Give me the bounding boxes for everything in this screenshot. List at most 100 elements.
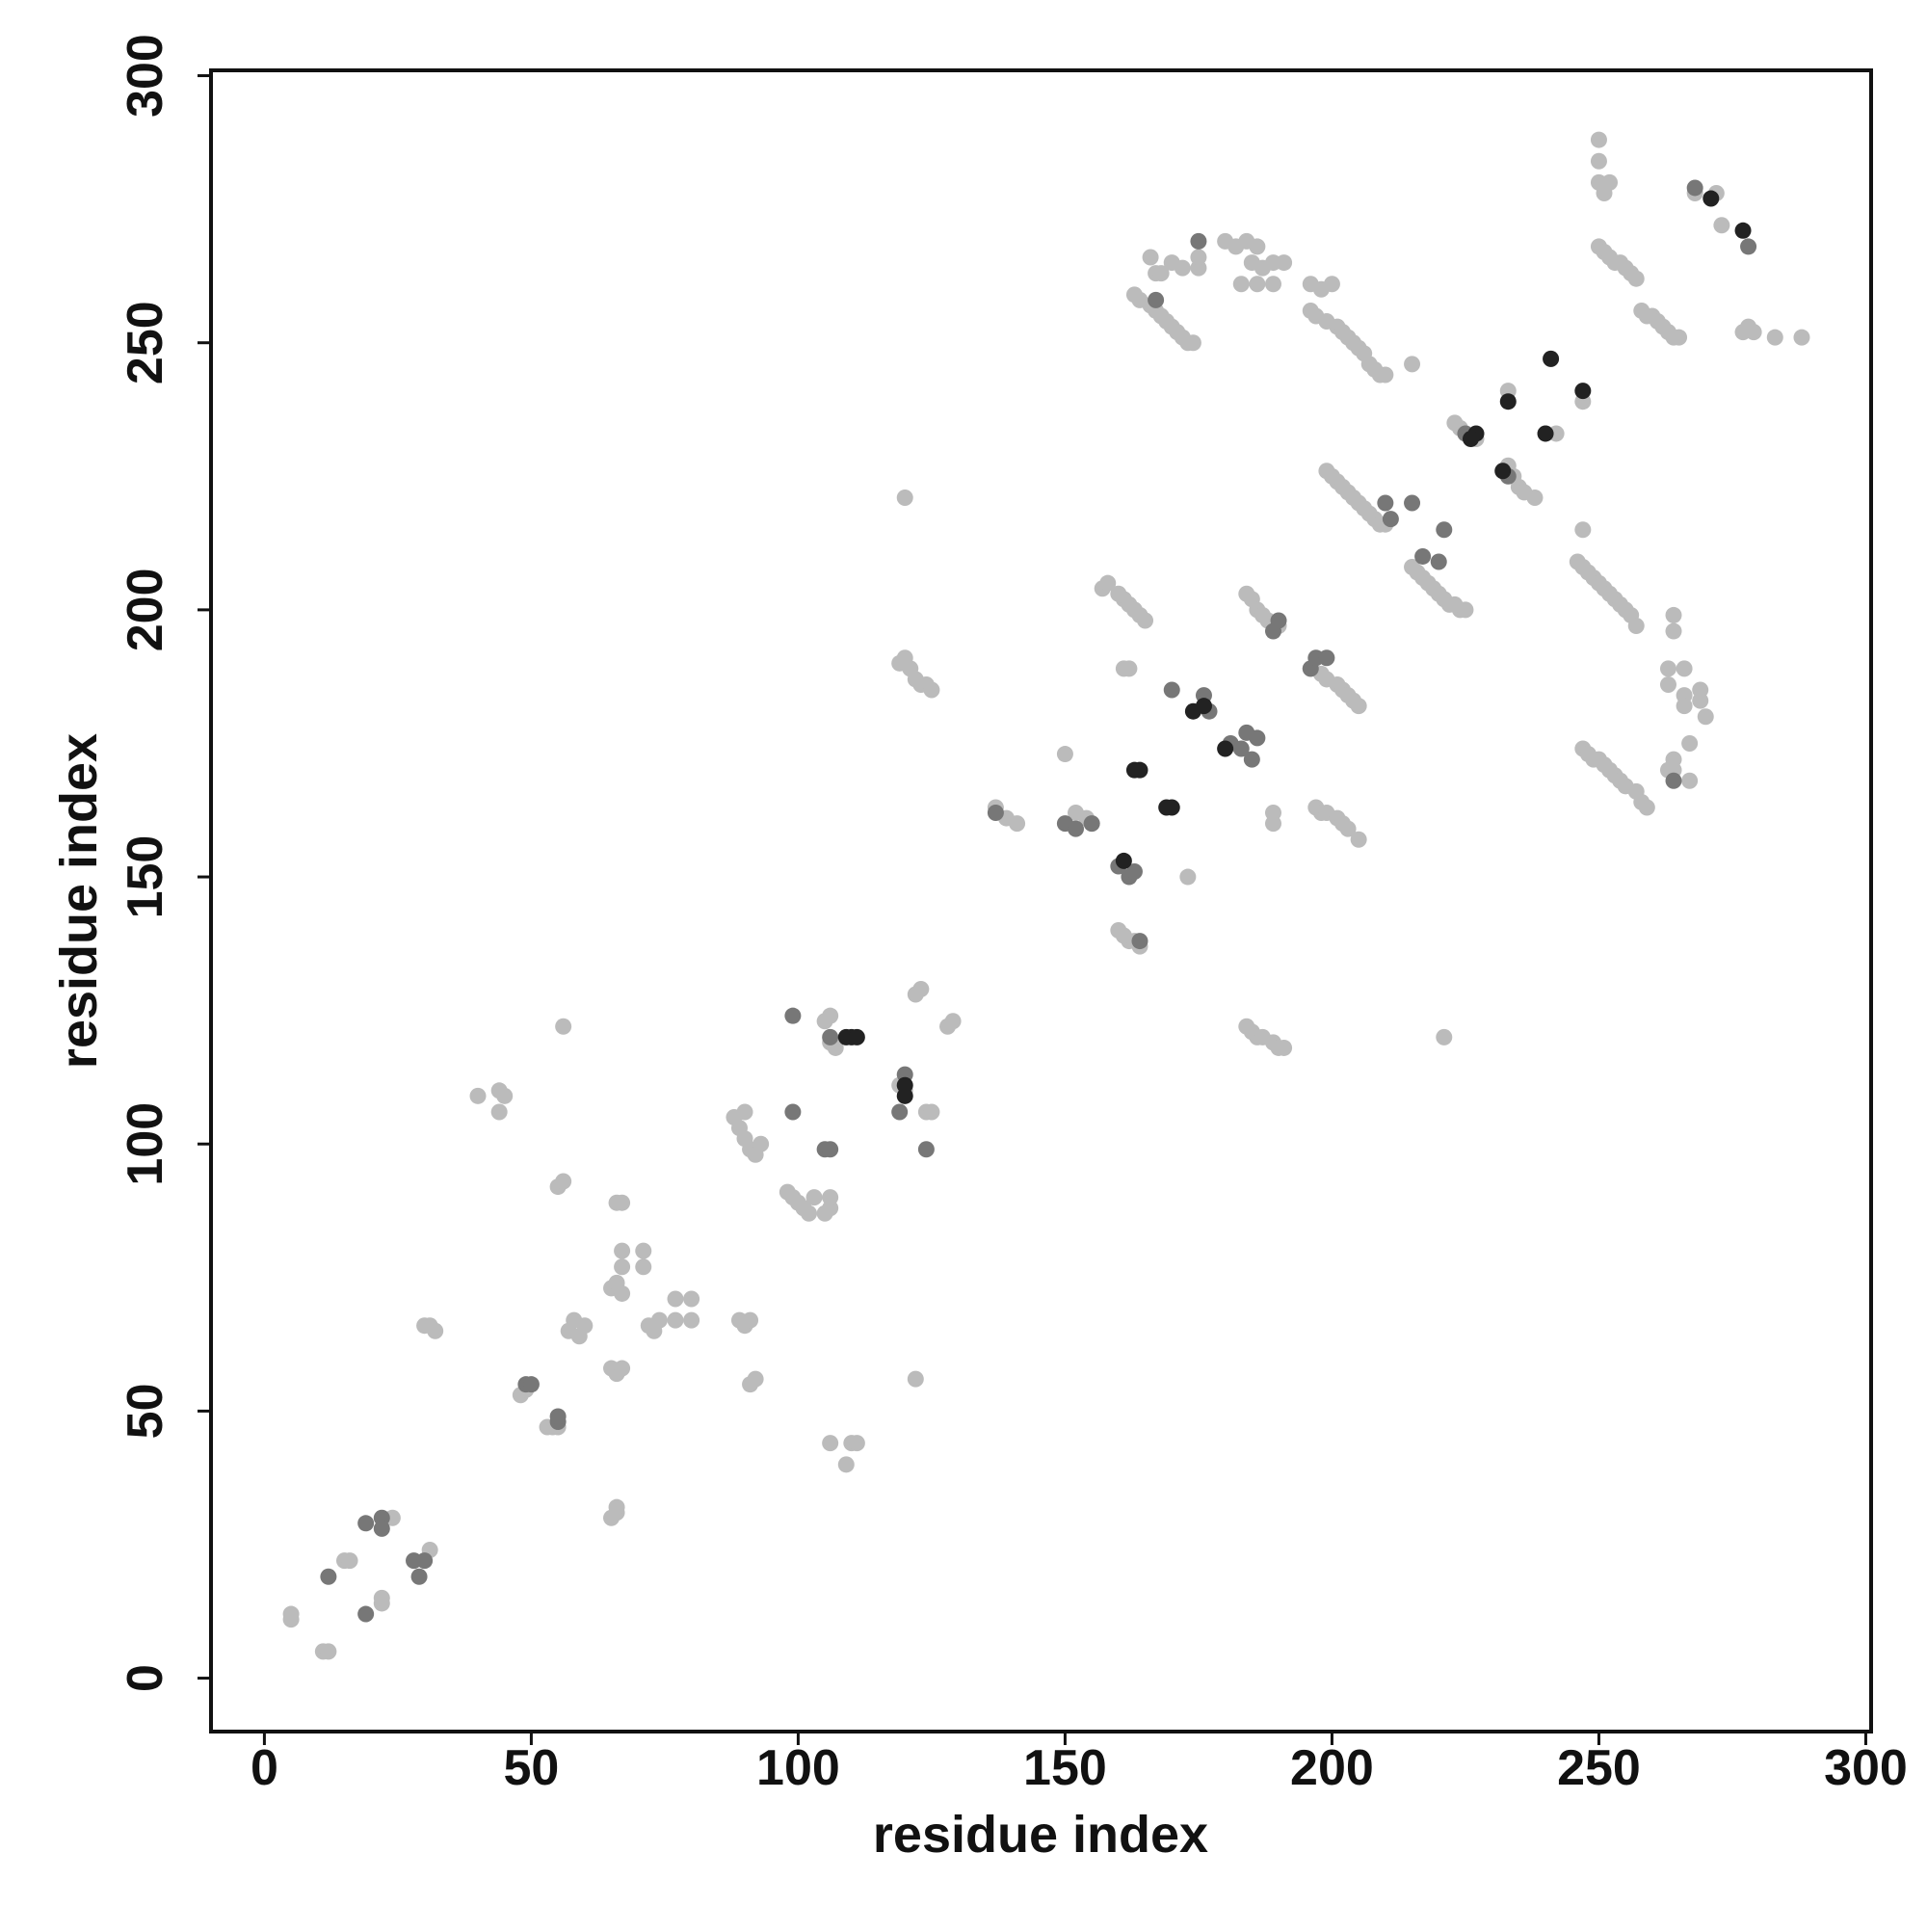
- point: [1414, 547, 1432, 565]
- point: [1537, 425, 1554, 442]
- point: [1243, 751, 1260, 768]
- point: [1404, 494, 1421, 512]
- point: [987, 805, 1004, 822]
- y-tick-label: 50: [118, 1383, 173, 1439]
- point: [917, 1141, 935, 1158]
- x-tick-label: 200: [1290, 1740, 1374, 1796]
- point: [1681, 772, 1699, 789]
- y-tick-label: 150: [118, 835, 173, 919]
- point: [667, 1290, 684, 1308]
- x-axis-title: residue index: [873, 1806, 1208, 1864]
- point: [1676, 660, 1693, 677]
- point: [667, 1311, 684, 1329]
- point: [1671, 329, 1688, 346]
- point: [1526, 489, 1544, 506]
- point: [837, 1456, 855, 1473]
- point: [1590, 131, 1607, 148]
- point: [469, 1087, 487, 1104]
- point: [683, 1311, 700, 1329]
- point: [1659, 675, 1676, 693]
- point: [1574, 383, 1592, 400]
- point: [1350, 698, 1367, 715]
- point: [496, 1087, 514, 1104]
- point: [1232, 740, 1250, 757]
- point: [1457, 601, 1474, 619]
- point: [1543, 350, 1560, 367]
- point: [1462, 430, 1479, 447]
- point: [848, 1028, 865, 1045]
- point: [1659, 660, 1676, 677]
- point: [614, 1242, 631, 1259]
- x-tick-label: 0: [251, 1740, 278, 1796]
- point: [1276, 1039, 1293, 1056]
- point: [1627, 270, 1645, 287]
- point: [320, 1568, 337, 1585]
- point: [683, 1290, 700, 1308]
- point: [752, 1135, 770, 1152]
- point: [822, 1435, 839, 1452]
- point: [1686, 179, 1703, 197]
- point: [912, 980, 930, 997]
- point: [944, 1013, 962, 1030]
- point: [747, 1370, 764, 1388]
- point: [1249, 276, 1266, 293]
- point: [1430, 553, 1447, 570]
- point: [907, 1370, 924, 1388]
- point: [1665, 622, 1682, 640]
- point: [282, 1605, 300, 1623]
- point: [1740, 238, 1757, 255]
- point: [891, 1103, 909, 1121]
- point: [341, 1552, 358, 1570]
- x-tick-label: 300: [1824, 1740, 1908, 1796]
- y-tick-label: 250: [118, 301, 173, 384]
- point: [1264, 815, 1281, 833]
- point: [373, 1520, 390, 1537]
- point: [1703, 190, 1720, 207]
- point: [1137, 612, 1154, 629]
- y-tick-label: 200: [118, 569, 173, 652]
- point: [357, 1605, 375, 1623]
- point: [1184, 334, 1201, 352]
- point: [1638, 799, 1655, 816]
- point: [1163, 799, 1180, 816]
- point: [1115, 852, 1132, 869]
- point: [1142, 249, 1159, 266]
- point: [1190, 232, 1207, 250]
- point: [1152, 265, 1170, 282]
- x-tick-label: 100: [756, 1740, 840, 1796]
- point: [896, 489, 913, 506]
- point: [736, 1103, 753, 1121]
- point: [427, 1322, 444, 1339]
- point: [805, 1189, 823, 1206]
- point: [1734, 222, 1752, 239]
- point: [1068, 820, 1085, 837]
- point: [1627, 618, 1645, 635]
- y-tick-label: 100: [118, 1102, 173, 1186]
- point: [896, 1076, 913, 1094]
- point: [1681, 734, 1699, 752]
- point: [1436, 1028, 1453, 1045]
- x-tick-label: 250: [1557, 1740, 1641, 1796]
- point: [1195, 698, 1212, 715]
- point: [1377, 366, 1394, 384]
- point: [923, 681, 940, 699]
- point: [635, 1242, 652, 1259]
- point: [1056, 746, 1073, 763]
- point: [1350, 831, 1367, 848]
- plot-frame: [209, 68, 1873, 1734]
- point: [822, 1189, 839, 1206]
- point: [1009, 815, 1026, 833]
- point: [1745, 324, 1762, 341]
- point: [650, 1311, 668, 1329]
- point: [1665, 606, 1682, 623]
- point: [490, 1103, 508, 1121]
- point: [614, 1258, 631, 1276]
- point: [1766, 329, 1783, 346]
- y-tick-label: 300: [118, 34, 173, 118]
- point: [1174, 259, 1191, 277]
- point: [1499, 393, 1517, 410]
- point: [410, 1568, 428, 1585]
- point: [1276, 254, 1293, 272]
- point: [848, 1435, 865, 1452]
